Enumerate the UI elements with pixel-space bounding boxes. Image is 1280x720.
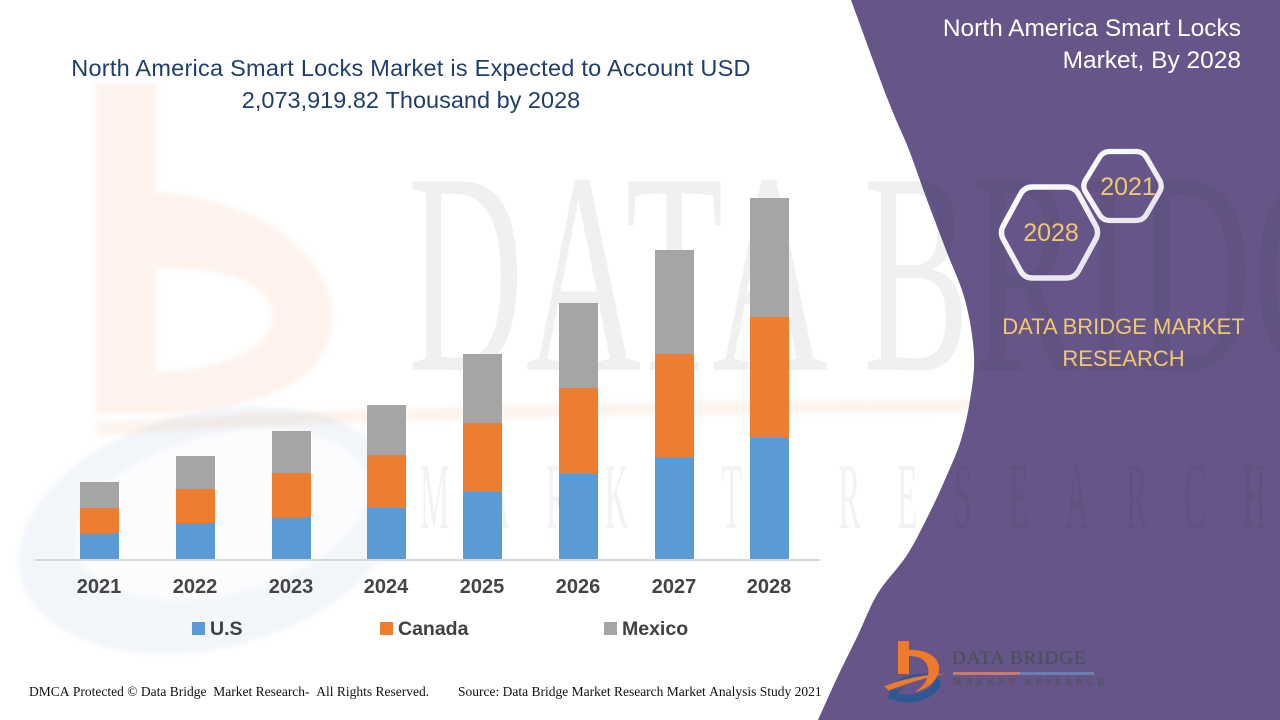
svg-text:2021: 2021 — [1100, 173, 1156, 201]
svg-text:2028: 2028 — [1023, 219, 1079, 247]
